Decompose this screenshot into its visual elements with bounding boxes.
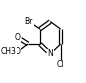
Text: O: O xyxy=(15,33,21,42)
Text: CH3: CH3 xyxy=(0,47,16,56)
Text: Br: Br xyxy=(25,17,33,26)
Text: Cl: Cl xyxy=(57,60,64,69)
Text: O: O xyxy=(15,47,21,56)
Text: N: N xyxy=(47,49,53,58)
